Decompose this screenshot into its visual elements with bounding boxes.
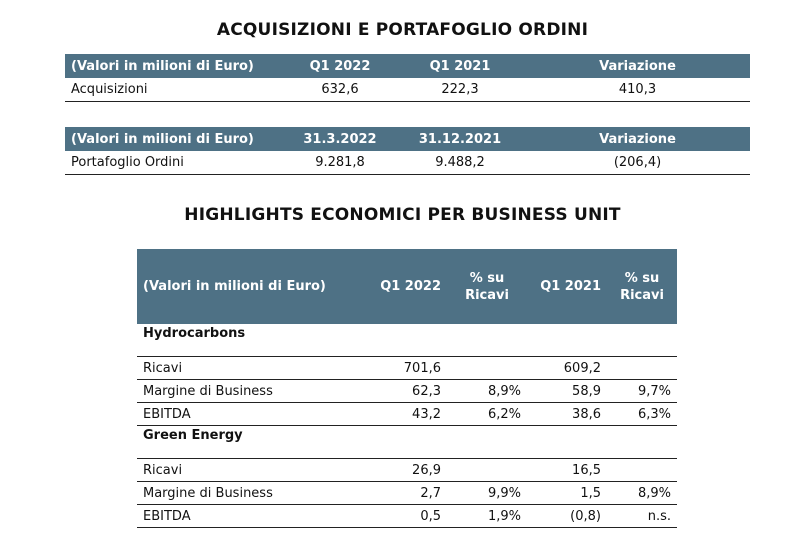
title-highlights: HIGHLIGHTS ECONOMICI PER BUSINESS UNIT bbox=[184, 205, 621, 225]
cell-value: n.s. bbox=[607, 504, 677, 528]
cell-value: 8,9% bbox=[607, 481, 677, 505]
header-q1-2021: Q1 2021 bbox=[395, 54, 525, 78]
cell-value: 38,6 bbox=[527, 402, 607, 426]
row-label: EBITDA bbox=[137, 402, 367, 426]
table-row: Acquisizioni 632,6 222,3 410,3 bbox=[65, 78, 750, 102]
cell-value: 62,3 bbox=[367, 379, 447, 403]
header-label: (Valori in milioni di Euro) bbox=[65, 54, 285, 78]
table-row: Ricavi 701,6 609,2 bbox=[137, 356, 677, 380]
cell-value: (0,8) bbox=[527, 504, 607, 528]
cell-value: 222,3 bbox=[395, 78, 525, 102]
table-row: EBITDA 0,5 1,9% (0,8) n.s. bbox=[137, 504, 677, 528]
row-label: Ricavi bbox=[137, 356, 367, 380]
cell-value: 9,9% bbox=[447, 481, 527, 505]
row-label: EBITDA bbox=[137, 504, 367, 528]
header-31-3-2022: 31.3.2022 bbox=[285, 127, 395, 151]
title-acquisizioni: ACQUISIZIONI E PORTAFOGLIO ORDINI bbox=[216, 20, 589, 40]
table-acquisizioni: (Valori in milioni di Euro) Q1 2022 Q1 2… bbox=[65, 54, 750, 102]
cell-value: 58,9 bbox=[527, 379, 607, 403]
header-q1-2022: Q1 2022 bbox=[285, 54, 395, 78]
table-highlights: (Valori in milioni di Euro) Q1 2022 % su… bbox=[137, 249, 677, 528]
cell-value: 2,7 bbox=[367, 481, 447, 505]
cell-value: 1,9% bbox=[447, 504, 527, 528]
cell-value: 16,5 bbox=[527, 458, 607, 482]
header-variazione: Variazione bbox=[525, 127, 750, 151]
cell-value bbox=[607, 356, 677, 380]
row-label: Margine di Business bbox=[137, 379, 367, 403]
header-q1-2021: Q1 2021 bbox=[527, 249, 607, 324]
cell-value: 26,9 bbox=[367, 458, 447, 482]
cell-value: 6,3% bbox=[607, 402, 677, 426]
section-green-energy: Green Energy bbox=[137, 425, 677, 459]
table-row: Margine di Business 62,3 8,9% 58,9 9,7% bbox=[137, 379, 677, 403]
section-label: Green Energy bbox=[137, 425, 367, 459]
row-label: Acquisizioni bbox=[65, 78, 285, 102]
cell-value bbox=[447, 356, 527, 380]
cell-value: 0,5 bbox=[367, 504, 447, 528]
table-portafoglio: (Valori in milioni di Euro) 31.3.2022 31… bbox=[65, 127, 750, 175]
cell-value: 410,3 bbox=[525, 78, 750, 102]
row-label: Portafoglio Ordini bbox=[65, 151, 285, 175]
header-label: (Valori in milioni di Euro) bbox=[65, 127, 285, 151]
cell-value: 9.281,8 bbox=[285, 151, 395, 175]
table-header: (Valori in milioni di Euro) 31.3.2022 31… bbox=[65, 127, 750, 151]
cell-value: (206,4) bbox=[525, 151, 750, 175]
table-row: Portafoglio Ordini 9.281,8 9.488,2 (206,… bbox=[65, 151, 750, 175]
cell-value: 609,2 bbox=[527, 356, 607, 380]
header-pct-ricavi-2022: % su Ricavi bbox=[447, 249, 527, 324]
cell-value bbox=[447, 458, 527, 482]
header-q1-2022: Q1 2022 bbox=[367, 249, 447, 324]
cell-value: 632,6 bbox=[285, 78, 395, 102]
cell-value: 9,7% bbox=[607, 379, 677, 403]
cell-value: 701,6 bbox=[367, 356, 447, 380]
cell-value: 9.488,2 bbox=[395, 151, 525, 175]
row-label: Ricavi bbox=[137, 458, 367, 482]
cell-value: 8,9% bbox=[447, 379, 527, 403]
cell-value: 1,5 bbox=[527, 481, 607, 505]
header-pct-ricavi-2021: % su Ricavi bbox=[607, 249, 677, 324]
cell-value: 43,2 bbox=[367, 402, 447, 426]
header-variazione: Variazione bbox=[525, 54, 750, 78]
table-header: (Valori in milioni di Euro) Q1 2022 Q1 2… bbox=[65, 54, 750, 78]
table-row: EBITDA 43,2 6,2% 38,6 6,3% bbox=[137, 402, 677, 426]
table-row: Margine di Business 2,7 9,9% 1,5 8,9% bbox=[137, 481, 677, 505]
table-header: (Valori in milioni di Euro) Q1 2022 % su… bbox=[137, 249, 677, 324]
cell-value bbox=[607, 458, 677, 482]
row-label: Margine di Business bbox=[137, 481, 367, 505]
section-label: Hydrocarbons bbox=[137, 324, 367, 357]
header-31-12-2021: 31.12.2021 bbox=[395, 127, 525, 151]
section-hydrocarbons: Hydrocarbons bbox=[137, 324, 677, 357]
table-row: Ricavi 26,9 16,5 bbox=[137, 458, 677, 482]
header-label: (Valori in milioni di Euro) bbox=[137, 249, 367, 324]
cell-value: 6,2% bbox=[447, 402, 527, 426]
